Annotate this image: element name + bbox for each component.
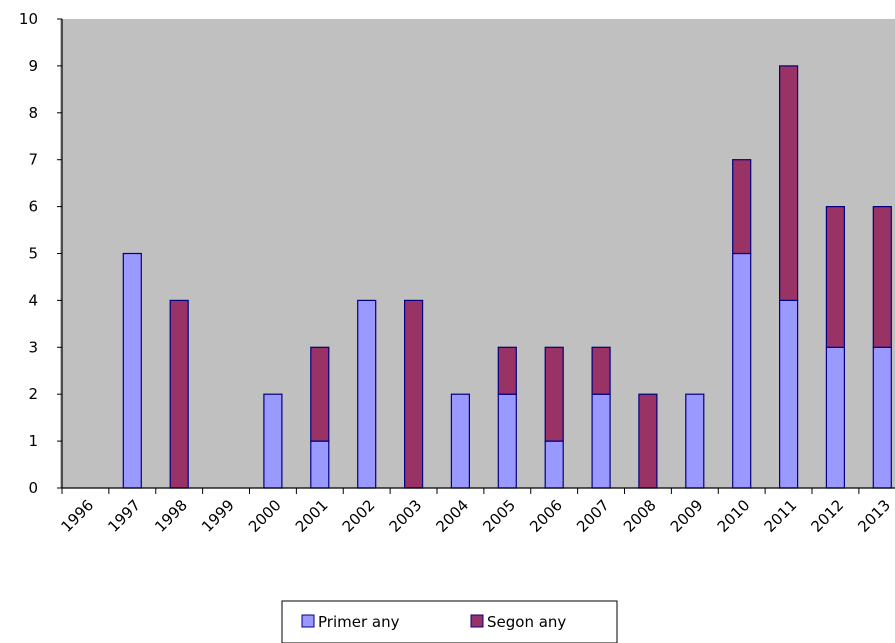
x-tick-label: 2011 bbox=[761, 496, 801, 536]
x-tick-label: 2001 bbox=[292, 496, 332, 536]
y-tick-label: 4 bbox=[28, 291, 38, 309]
legend-swatch-primer-any bbox=[301, 614, 315, 628]
y-tick-label: 7 bbox=[28, 151, 38, 169]
bar-primer-any-2004 bbox=[450, 393, 470, 489]
legend-box bbox=[281, 600, 618, 643]
y-tick-label: 2 bbox=[28, 385, 38, 403]
bar-primer-any-2012 bbox=[825, 346, 846, 489]
y-tick-label: 10 bbox=[19, 10, 38, 28]
y-tick-label: 0 bbox=[28, 479, 38, 497]
y-tick-label: 8 bbox=[28, 104, 38, 122]
bar-segon-any-2012 bbox=[825, 206, 846, 348]
x-tick-label: 1997 bbox=[104, 496, 144, 536]
x-tick-label: 2006 bbox=[526, 496, 566, 536]
legend-label-primer-any: Primer any bbox=[318, 613, 400, 631]
x-tick-label: 2005 bbox=[479, 496, 519, 536]
x-tick-label: 2010 bbox=[714, 496, 754, 536]
x-tick-label: 2012 bbox=[808, 496, 848, 536]
x-tick-label: 1996 bbox=[58, 496, 98, 536]
x-tick-label: 2002 bbox=[339, 496, 379, 536]
bar-segon-any-2003 bbox=[404, 299, 424, 489]
bar-primer-any-2010 bbox=[732, 252, 752, 489]
x-tick-label: 2013 bbox=[854, 496, 894, 536]
bar-primer-any-2011 bbox=[778, 299, 799, 489]
bar-segon-any-2011 bbox=[778, 65, 799, 302]
x-tick-label: 2007 bbox=[573, 496, 613, 536]
x-tick-label: 2008 bbox=[620, 496, 660, 536]
legend: Primer any Segon any bbox=[281, 600, 618, 643]
bar-primer-any-2009 bbox=[685, 393, 705, 489]
x-tick-label: 2003 bbox=[386, 496, 426, 536]
bar-segon-any-2013 bbox=[872, 206, 892, 348]
bar-segon-any-2010 bbox=[732, 159, 752, 255]
x-tick-label: 1999 bbox=[198, 496, 238, 536]
bar-segon-any-2005 bbox=[497, 346, 517, 395]
bars-group bbox=[122, 65, 892, 489]
legend-label-segon-any: Segon any bbox=[487, 613, 566, 631]
bar-primer-any-2001 bbox=[310, 440, 330, 489]
legend-swatch-segon-any bbox=[470, 614, 484, 628]
x-tick-label: 2004 bbox=[433, 496, 473, 536]
x-tick-label: 2000 bbox=[245, 496, 285, 536]
y-tick-label: 9 bbox=[28, 57, 38, 75]
bar-segon-any-2001 bbox=[310, 346, 330, 442]
x-tick-label: 1998 bbox=[151, 496, 191, 536]
bar-primer-any-2007 bbox=[591, 393, 611, 489]
y-tick-label: 3 bbox=[28, 338, 38, 356]
bar-segon-any-2008 bbox=[638, 393, 658, 489]
y-tick-label: 5 bbox=[28, 245, 38, 263]
bar-primer-any-2002 bbox=[357, 299, 377, 489]
y-tick-label: 1 bbox=[28, 432, 38, 450]
bar-primer-any-2013 bbox=[872, 346, 892, 489]
bar-segon-any-2006 bbox=[544, 346, 564, 442]
bar-segon-any-2007 bbox=[591, 346, 611, 395]
bar-primer-any-2000 bbox=[263, 393, 283, 489]
y-tick-label: 6 bbox=[28, 198, 38, 216]
plot-area bbox=[60, 19, 895, 488]
bar-segon-any-1998 bbox=[169, 299, 189, 489]
bar-primer-any-1997 bbox=[122, 252, 142, 489]
bar-primer-any-2005 bbox=[497, 393, 517, 489]
bar-primer-any-2006 bbox=[544, 440, 564, 489]
x-tick-label: 2009 bbox=[667, 496, 707, 536]
